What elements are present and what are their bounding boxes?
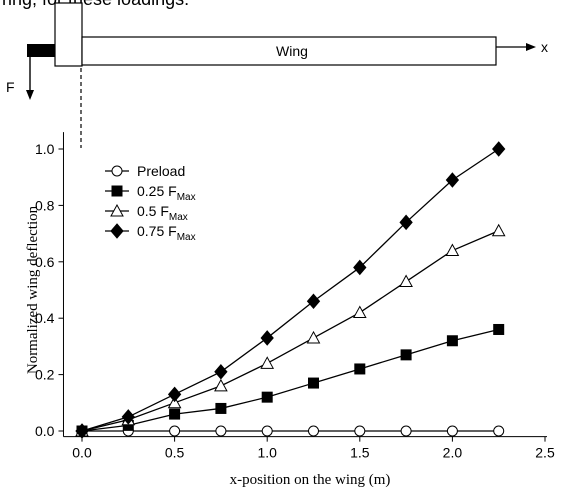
data-point	[493, 323, 505, 335]
data-point	[261, 425, 273, 437]
series-0	[76, 425, 505, 437]
y-tick-label: 0.2	[35, 367, 55, 383]
x-axis-arrowhead	[526, 43, 536, 51]
x-tick-label: 0.0	[72, 445, 92, 461]
data-point	[492, 141, 506, 157]
data-point	[75, 423, 89, 439]
legend-label: Preload	[137, 163, 185, 179]
y-axis-title: Normalized wing deflection	[25, 205, 41, 374]
legend-marker	[111, 165, 123, 177]
x-axis-label: x	[541, 39, 548, 55]
data-point	[400, 425, 412, 437]
x-tick-label: 2.0	[443, 445, 463, 461]
x-tick-label: 1.5	[350, 445, 370, 461]
wing-beam	[81, 36, 497, 66]
data-point	[445, 243, 460, 257]
data-point	[354, 425, 366, 437]
data-point	[167, 386, 182, 403]
clamp-bar	[27, 44, 55, 57]
data-point	[399, 274, 413, 288]
data-point	[352, 305, 367, 319]
force-arrowhead	[26, 90, 34, 100]
data-point	[493, 425, 505, 437]
series-layer	[75, 141, 506, 439]
series-3	[75, 141, 506, 439]
force-label: F	[6, 79, 15, 95]
x-ticks: 0.0 0.5 1.0 1.5 2.0 2.5	[72, 436, 555, 461]
y-tick-label: 0.6	[35, 254, 55, 270]
wing-label: Wing	[276, 43, 308, 59]
y-tick-label: 1.0	[35, 141, 55, 157]
series-1	[76, 323, 505, 437]
x-axis-title: x-position on the wing (m)	[230, 472, 391, 488]
data-point	[308, 425, 319, 437]
caption-fragment: ring, for these loadings:	[2, 0, 189, 9]
data-point	[446, 425, 458, 437]
wing-diagram: Wing x F	[6, 2, 548, 148]
data-point	[260, 356, 275, 369]
data-point	[214, 378, 228, 392]
data-point	[215, 425, 227, 437]
legend-marker	[110, 203, 124, 217]
series-line	[81, 148, 500, 432]
y-tick-label: 0.0	[35, 423, 55, 439]
data-point	[399, 214, 413, 231]
series-line	[81, 230, 499, 432]
y-ticks: 0.0 0.2 0.4 0.6 0.8 1.0	[35, 141, 64, 439]
x-tick-label: 0.5	[165, 445, 185, 461]
legend-marker	[111, 185, 123, 197]
legend-marker	[110, 223, 124, 239]
wing-root-block	[54, 2, 83, 67]
x-tick-label: 1.0	[257, 445, 277, 461]
chart-axes	[62, 132, 547, 438]
data-point	[353, 259, 367, 276]
data-point	[214, 364, 228, 380]
legend-label: 0.75 FMax	[137, 223, 196, 243]
deflection-chart: 0.0 0.5 1.0 1.5 2.0 2.5 0.0 0.2 0.4 0.6 0.8 1.0 Pr…	[25, 132, 555, 488]
data-point	[446, 335, 458, 347]
data-point	[261, 391, 273, 403]
data-point	[491, 223, 506, 237]
data-point	[306, 293, 321, 310]
data-point	[169, 408, 181, 420]
legend-label: 0.5 FMax	[137, 203, 188, 223]
data-point	[306, 330, 321, 344]
data-point	[260, 330, 274, 346]
data-point	[169, 425, 181, 437]
data-point	[445, 172, 460, 188]
series-line	[81, 328, 499, 432]
data-point	[354, 363, 366, 375]
legend-label: 0.25 FMax	[137, 183, 196, 203]
x-tick-label: 2.5	[535, 445, 555, 461]
data-point	[121, 409, 135, 425]
data-point	[308, 377, 319, 389]
y-tick-label: 0.8	[35, 197, 55, 213]
series-2	[75, 223, 506, 437]
y-tick-label: 0.4	[35, 310, 55, 326]
data-point	[215, 402, 227, 414]
data-point	[167, 395, 182, 409]
data-point	[400, 349, 412, 361]
